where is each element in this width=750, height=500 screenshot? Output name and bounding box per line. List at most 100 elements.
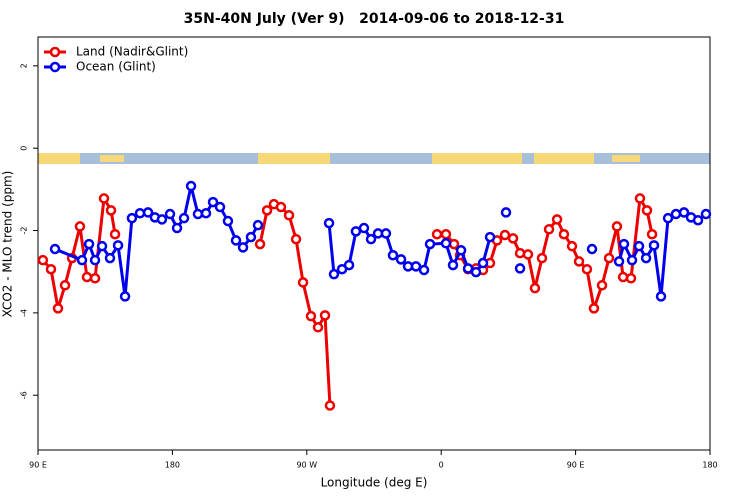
data-point	[105, 205, 117, 216]
data-point	[424, 238, 436, 250]
data-point	[662, 212, 674, 224]
data-point	[350, 226, 362, 237]
data-point	[410, 261, 422, 272]
y-tick-label: 2	[20, 63, 29, 68]
data-point	[98, 193, 110, 204]
data-point	[245, 231, 257, 243]
data-point	[328, 268, 340, 280]
data-point	[319, 310, 331, 321]
land-strip	[534, 153, 594, 164]
data-point	[566, 240, 578, 252]
data-point	[586, 243, 598, 255]
legend-marker	[49, 61, 61, 73]
data-point	[529, 282, 541, 294]
data-point	[171, 222, 183, 234]
data-point	[305, 310, 317, 322]
series-line	[54, 184, 707, 298]
data-point	[323, 217, 335, 229]
data-point	[470, 266, 482, 278]
data-point	[618, 238, 630, 250]
data-point	[633, 240, 645, 252]
data-point	[297, 277, 309, 288]
data-point	[59, 280, 71, 291]
ocean-strip	[38, 153, 710, 164]
y-axis-label: XCO2 - MLO trend (ppm)	[1, 171, 15, 318]
data-point	[164, 208, 176, 220]
data-point	[112, 240, 124, 251]
data-point	[484, 231, 496, 243]
data-point	[611, 221, 623, 232]
data-point	[89, 254, 101, 266]
data-point	[74, 221, 86, 232]
chart-title: 35N-40N July (Ver 9) 2014-09-06 to 2018-…	[184, 11, 565, 27]
data-point	[558, 228, 570, 240]
plot-frame	[37, 36, 711, 451]
land-strip	[38, 153, 80, 164]
data-point	[418, 264, 430, 276]
data-point	[275, 201, 287, 213]
data-point	[214, 201, 226, 213]
data-point	[431, 228, 443, 240]
data-point	[222, 215, 234, 227]
data-point	[573, 256, 585, 267]
data-point	[343, 259, 355, 271]
data-point	[447, 259, 459, 271]
data-point	[646, 228, 658, 240]
data-point	[365, 233, 377, 245]
legend-label: Ocean (Glint)	[76, 60, 156, 74]
land-strip	[432, 153, 522, 164]
data-point	[358, 222, 370, 234]
data-point	[596, 280, 608, 291]
data-point	[462, 263, 474, 274]
data-point	[254, 238, 266, 250]
data-point	[81, 271, 93, 283]
data-point	[500, 207, 512, 218]
data-point	[142, 207, 154, 218]
data-point	[700, 208, 712, 220]
data-point	[387, 249, 399, 261]
data-point	[207, 196, 219, 208]
data-point	[324, 400, 336, 411]
data-point	[440, 238, 452, 249]
data-point	[134, 207, 146, 219]
data-point	[185, 180, 197, 192]
data-point	[104, 252, 116, 264]
data-point	[290, 233, 302, 245]
y-tick-label: 0	[20, 146, 29, 151]
land-strip	[258, 153, 330, 164]
x-axis-label: Longitude (deg E)	[321, 476, 428, 490]
data-point	[83, 238, 95, 250]
x-tick-label: 90 E	[567, 461, 585, 470]
data-point	[119, 291, 131, 302]
data-point	[395, 254, 407, 265]
data-point	[625, 273, 637, 284]
data-point	[514, 247, 526, 259]
data-point	[581, 263, 593, 275]
data-point	[507, 233, 519, 244]
data-point	[49, 243, 61, 255]
data-point	[588, 303, 600, 314]
legend-marker	[49, 46, 61, 58]
data-point	[230, 235, 242, 246]
data-point	[89, 273, 101, 284]
y-tick-label: -6	[20, 391, 29, 399]
data-point	[551, 214, 563, 225]
x-tick-label: 180	[702, 461, 717, 470]
land-strip	[100, 155, 124, 162]
series-line	[41, 196, 654, 406]
data-point	[499, 229, 511, 241]
data-point	[156, 214, 168, 225]
data-point	[109, 228, 121, 240]
data-point	[670, 208, 682, 220]
data-point	[37, 254, 49, 266]
x-tick-label: 180	[165, 461, 180, 470]
data-point	[543, 224, 555, 235]
data-point	[455, 245, 467, 256]
data-point	[200, 207, 212, 219]
data-point	[448, 238, 460, 250]
data-point	[237, 242, 249, 253]
data-point	[312, 322, 324, 333]
data-point	[613, 256, 625, 267]
data-point	[52, 303, 64, 314]
